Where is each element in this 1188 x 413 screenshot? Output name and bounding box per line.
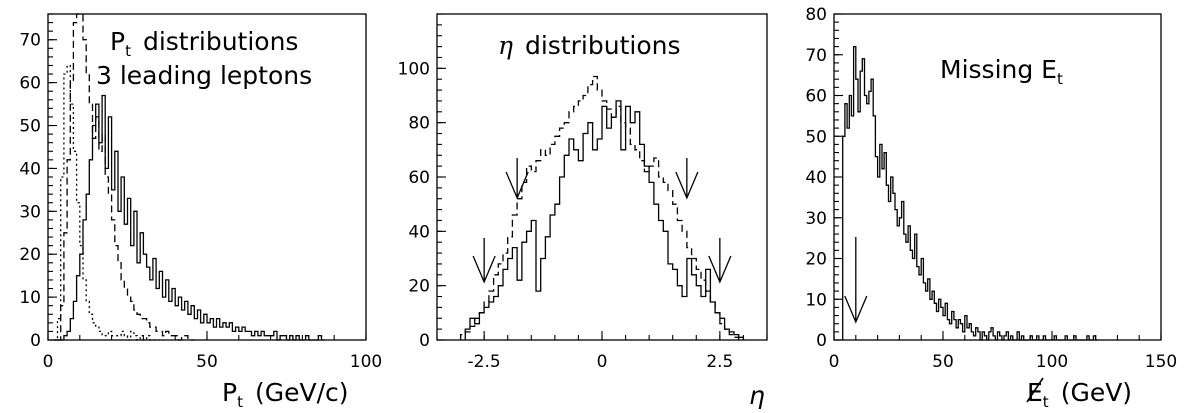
pt-y-tick-label: 10 [19,288,41,308]
pt-y-tick-label: 40 [19,159,41,179]
met-x-axis-label: Et (GeV) [1027,378,1132,411]
met-x-tick-label: 150 [1145,352,1177,372]
eta-y-tick-label: 40 [408,222,430,242]
pt-y-tick-label: 50 [19,117,41,137]
met-x-tick-label: 50 [932,352,954,372]
eta-x-axis: -2.5 0 2.5 [436,331,768,372]
met-arrow-layer [844,237,868,324]
pt-series-dashed [57,13,195,341]
eta-y-tick-label: 100 [398,59,430,79]
eta-plot-frame [436,13,768,341]
met-y-tick-label: 0 [816,331,827,351]
eta-distribution-panel: 0 20 40 60 80 100 -2.5 0 2.5 η distributions η [398,13,768,410]
met-x-tick-label: 100 [1036,352,1068,372]
met-title: Missing Et [940,55,1063,88]
eta-y-tick-label: 0 [419,331,430,351]
pt-y-tick-label: 70 [19,31,41,51]
eta-arrow-layer [472,158,732,284]
eta-y-tick-label: 80 [408,114,430,134]
pt-y-tick-label: 30 [19,202,41,222]
eta-y-axis: 0 20 40 60 80 100 [398,13,446,351]
eta-title: η distributions [498,31,680,60]
eta-x-tick-label: 0 [597,352,608,372]
pt-distribution-panel: 0 10 20 30 40 50 60 70 0 50 100 Pt distributions 3… [19,13,382,411]
pt-title-line-1: Pt distributions [110,27,298,60]
eta-y-tick-label: 60 [408,168,430,188]
eta-cut-arrow [708,238,732,284]
met-y-tick-label: 20 [805,250,827,270]
met-y-tick-label: 70 [805,46,827,66]
eta-series-dashed [459,75,740,340]
pt-x-tick-label: 100 [350,352,382,372]
missing-et-panel: 0 10 20 30 40 50 60 70 80 0 50 100 150 Missing Et E… [805,5,1177,411]
met-cut-arrow [844,237,868,324]
met-y-tick-label: 80 [805,5,827,25]
eta-series-solid [464,100,745,340]
pt-y-tick-label: 0 [30,331,41,351]
eta-cut-arrow [505,158,529,200]
met-y-tick-label: 50 [805,127,827,147]
met-y-axis: 0 10 20 30 40 50 60 70 80 [805,5,843,351]
met-y-tick-label: 30 [805,209,827,229]
pt-series-layer [54,13,325,341]
pt-y-tick-label: 60 [19,74,41,94]
eta-cut-arrow [675,158,699,200]
met-y-tick-label: 60 [805,87,827,107]
met-x-axis: 0 50 100 150 [829,331,1177,372]
eta-x-tick-label: -2.5 [468,352,501,372]
pt-x-axis-label: Pt (GeV/c) [222,378,349,411]
eta-x-tick-label: 2.5 [706,352,733,372]
met-series-solid [842,45,1098,341]
eta-y-tick-label: 20 [408,277,430,297]
pt-title-line-2: 3 leading leptons [96,61,312,90]
pt-y-axis: 0 10 20 30 40 50 60 70 [19,13,57,351]
met-series-layer [842,45,1098,341]
eta-series-layer [459,75,745,340]
eta-x-axis-label: η [749,381,765,410]
pt-x-axis: 0 50 100 [43,331,382,372]
eta-cut-arrow [472,238,496,284]
pt-y-tick-label: 20 [19,245,41,265]
met-y-tick-label: 10 [805,290,827,310]
pt-series-solid [54,94,325,341]
pt-x-tick-label: 50 [196,352,218,372]
met-y-tick-label: 40 [805,168,827,188]
met-slash [1026,377,1044,403]
met-x-tick-label: 0 [829,352,840,372]
pt-x-tick-label: 0 [43,352,54,372]
